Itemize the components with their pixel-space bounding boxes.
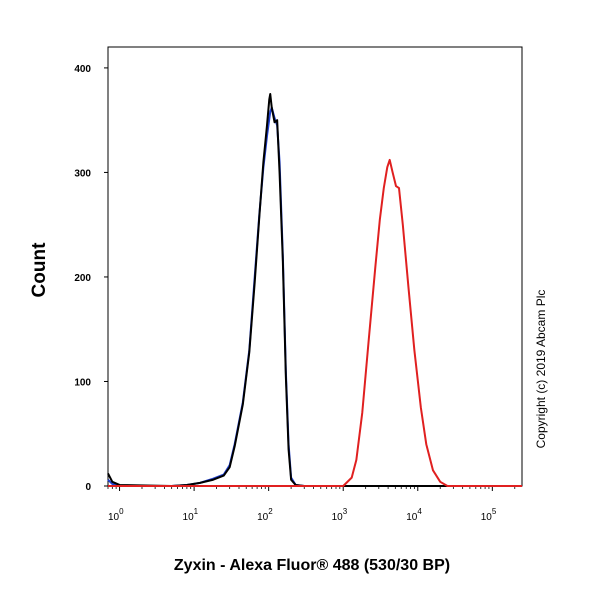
x-tick-base: 10: [406, 512, 418, 523]
y-axis-title: Count: [29, 242, 50, 298]
x-tick-label: 100: [108, 507, 124, 523]
copyright-notice: Copyright (c) 2019 Abcam Plc: [534, 290, 548, 449]
series-line-0: [107, 106, 522, 487]
x-tick-exponent: 2: [268, 507, 273, 516]
x-tick-label: 105: [481, 507, 497, 523]
y-tick-label: 300: [74, 168, 91, 179]
y-tick-label: 100: [74, 377, 91, 388]
x-tick-exponent: 5: [492, 507, 497, 516]
y-tick-label: 0: [85, 482, 91, 493]
plot-frame: [107, 46, 523, 487]
y-tick-label: 400: [74, 64, 91, 75]
y-tick-labels: 0 100 200 300 400: [74, 64, 91, 493]
x-tick-label: 101: [183, 507, 199, 523]
x-tick-exponent: 3: [343, 507, 348, 516]
x-tick-base: 10: [332, 512, 344, 523]
x-axis-title: Zyxin - Alexa Fluor® 488 (530/30 BP): [174, 557, 450, 574]
series-line-1: [107, 93, 522, 487]
x-tick-label: 104: [406, 507, 422, 523]
histogram-series: [107, 93, 522, 487]
x-tick-base: 10: [257, 512, 269, 523]
x-tick-exponent: 0: [119, 507, 124, 516]
x-tick-exponent: 4: [417, 507, 422, 516]
series-line-2: [108, 158, 522, 487]
x-tick-base: 10: [183, 512, 195, 523]
x-tick-base: 10: [481, 512, 493, 523]
x-tick-exponent: 1: [194, 507, 199, 516]
x-tick-label: 102: [257, 507, 273, 523]
x-tick-base: 10: [108, 512, 120, 523]
x-tick-label: 103: [332, 507, 348, 523]
y-tick-marks: [104, 67, 108, 487]
y-tick-label: 200: [74, 273, 91, 284]
